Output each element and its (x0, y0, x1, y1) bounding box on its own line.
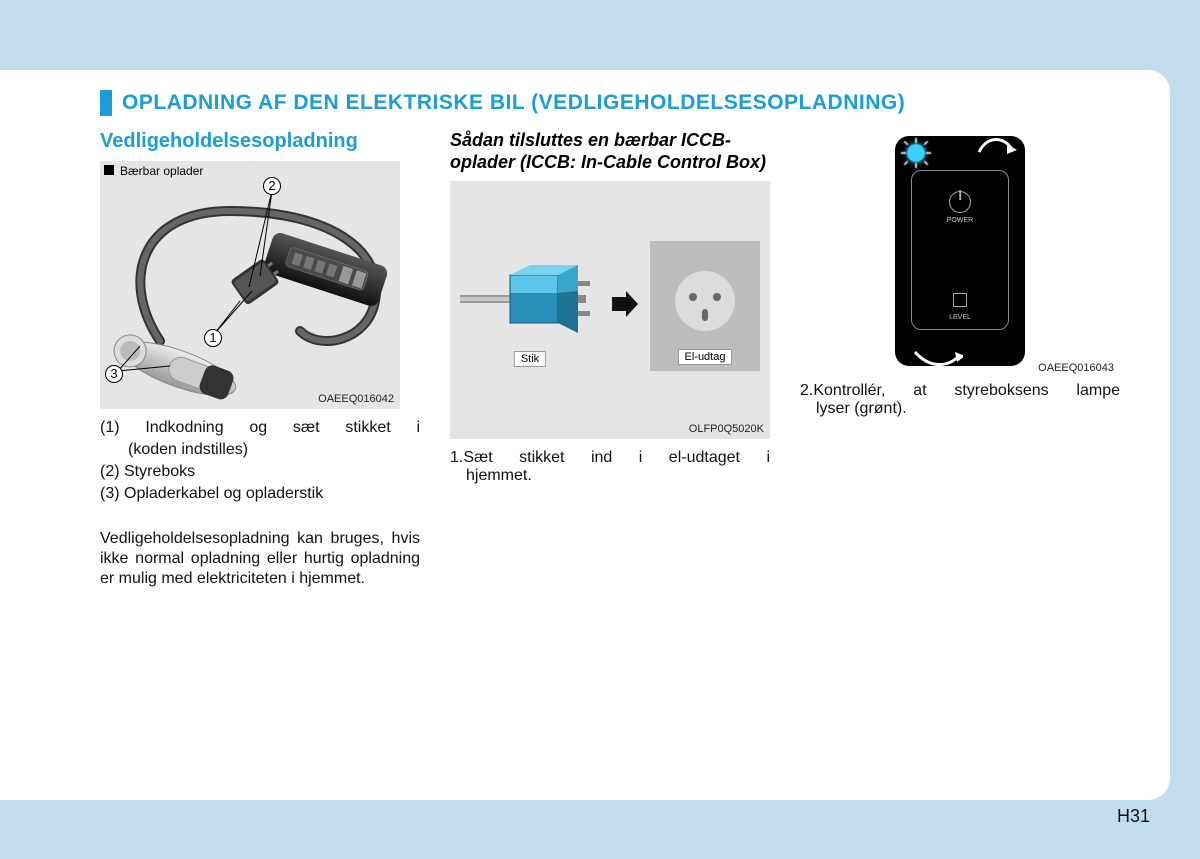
figure-code-c: OAEEQ016043 (1038, 362, 1114, 374)
power-label: POWER (912, 217, 1008, 224)
header-accent-bar (100, 90, 112, 116)
control-box-panel: POWER LEVEL (911, 170, 1009, 330)
legend-list: (1) Indkodning og sæt stikket i (koden i… (100, 419, 420, 503)
figure-plug-outlet: Stik El-udtag OLFP0Q5020K (450, 181, 770, 439)
legend-1-line2: (koden indstilles) (100, 441, 420, 459)
column-left: Vedligeholdelsesopladning Bærbar oplader (100, 130, 420, 589)
page-number: H31 (1117, 806, 1150, 827)
callout-3: 3 (110, 366, 117, 381)
control-box-illustration: POWER LEVEL (895, 136, 1025, 366)
figure-control-box: POWER LEVEL OAEEQ016043 (800, 130, 1120, 378)
header: OPLADNING AF DEN ELEKTRISKE BIL (VEDLIGE… (100, 90, 1130, 116)
plug-label: Stik (514, 351, 546, 367)
step-2-line1: 2.Kontrollér, at styreboksens lampe (800, 382, 1120, 400)
legend-2: (2) Styreboks (100, 463, 420, 481)
column-right: POWER LEVEL OAEEQ016043 2.Kontrollér, at… (800, 130, 1120, 589)
step-1-line1: 1.Sæt stikket ind i el-udtaget i (450, 449, 770, 467)
section-heading-b: Sådan tilsluttes en bærbar ICCB-oplader … (450, 130, 770, 173)
figure-code-b: OLFP0Q5020K (689, 423, 764, 435)
fig-caption: Bærbar oplader (120, 164, 203, 178)
step-1-line2: hjemmet. (450, 467, 770, 485)
section-heading-a: Vedligeholdelsesopladning (100, 130, 420, 153)
callout-1: 1 (209, 330, 216, 345)
plug-illustration: Stik (460, 251, 600, 361)
power-icon (949, 191, 971, 213)
page-title: OPLADNING AF DEN ELEKTRISKE BIL (VEDLIGE… (122, 91, 905, 115)
arrow-right-icon (610, 289, 640, 324)
manual-page: OPLADNING AF DEN ELEKTRISKE BIL (VEDLIGE… (0, 70, 1170, 800)
cord-bottom-icon (913, 348, 963, 370)
level-label: LEVEL (912, 314, 1008, 321)
column-middle: Sådan tilsluttes en bærbar ICCB-oplader … (450, 130, 770, 589)
outlet-illustration: El-udtag (650, 241, 760, 371)
level-icon (953, 293, 967, 307)
body-paragraph-a: Vedligeholdelsesopladning kan bruges, hv… (100, 529, 420, 589)
legend-1-line1: (1) Indkodning og sæt stikket i (100, 419, 420, 437)
callout-2: 2 (268, 178, 275, 193)
outlet-label: El-udtag (678, 349, 733, 365)
legend-3: (3) Opladerkabel og opladerstik (100, 485, 420, 503)
content-columns: Vedligeholdelsesopladning Bærbar oplader (100, 130, 1130, 589)
figure-charger-cable: Bærbar oplader (100, 161, 400, 409)
status-led-icon (907, 144, 925, 162)
step-2-line2: lyser (grønt). (800, 400, 1120, 418)
charger-cable-illustration: Bærbar oplader (100, 161, 400, 409)
figure-code-a: OAEEQ016042 (318, 393, 394, 405)
cord-top-icon (977, 132, 1017, 156)
